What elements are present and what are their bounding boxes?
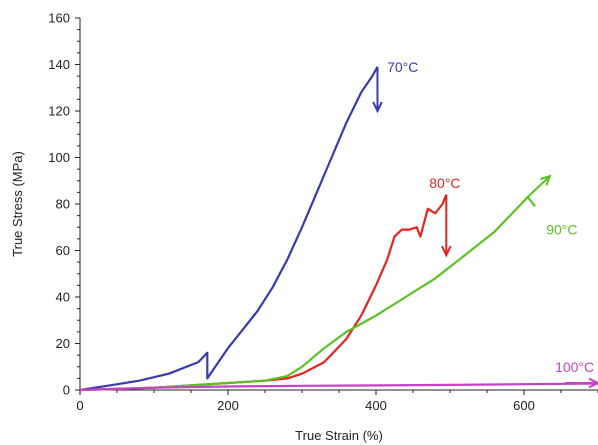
- x-tick-label: 200: [217, 398, 239, 413]
- y-tick-label: 20: [56, 336, 70, 351]
- series-label-3: 100°C: [555, 359, 594, 375]
- y-tick-label: 160: [48, 11, 70, 26]
- x-tick-label: 600: [513, 398, 535, 413]
- y-tick-label: 40: [56, 290, 70, 305]
- arrow-90c-shaft: [527, 175, 551, 198]
- series-label-0: 70°C: [387, 59, 418, 75]
- series-labels: 70°C 80°C 90°C 100°C: [387, 59, 594, 375]
- x-tick-label: 400: [365, 398, 387, 413]
- y-tick-label: 140: [48, 57, 70, 72]
- series-label-1: 80°C: [429, 175, 460, 191]
- x-tick-label: 0: [76, 398, 83, 413]
- arrow-90c-head: [540, 174, 552, 186]
- x-axis-title: True Strain (%): [295, 428, 383, 443]
- y-axis-title: True Stress (MPa): [10, 151, 25, 257]
- series-line-3: [79, 382, 598, 392]
- series-line-2: [79, 195, 536, 392]
- arrow-markers: [372, 66, 598, 389]
- series-line-0: [79, 66, 379, 392]
- series-layer: [79, 66, 598, 392]
- series-label-2: 90°C: [546, 222, 577, 238]
- y-tick-label: 0: [63, 383, 70, 398]
- y-tick-label: 80: [56, 197, 70, 212]
- y-tick-label: 100: [48, 150, 70, 165]
- series-line-1: [79, 194, 448, 392]
- y-tick-label: 60: [56, 243, 70, 258]
- y-tick-label: 120: [48, 104, 70, 119]
- tick-group: 0 200 400 600 0 20 40 60 80 100 120 140 160: [48, 11, 598, 413]
- arrow-80c-head: [441, 245, 452, 258]
- arrow-70c-head: [372, 101, 383, 114]
- arrow-100c-head: [588, 377, 598, 389]
